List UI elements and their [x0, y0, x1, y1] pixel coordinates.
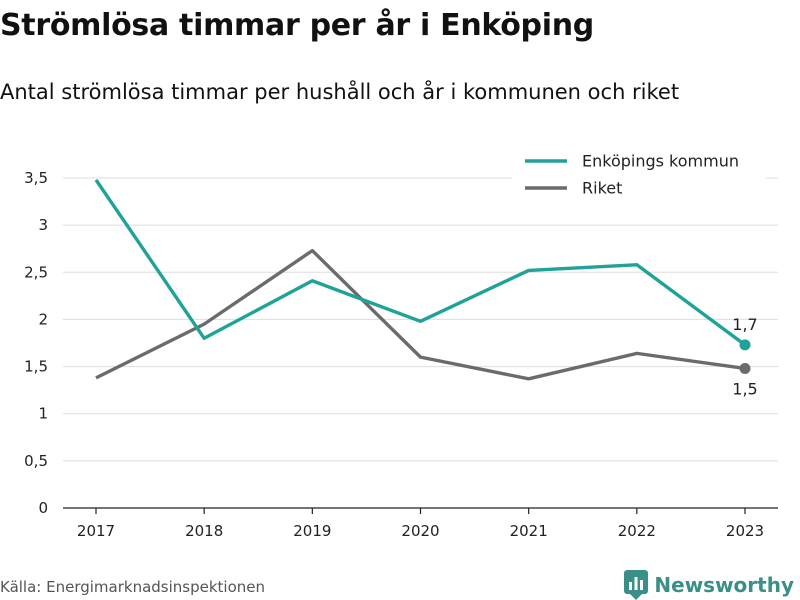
y-tick-label: 0 [38, 499, 48, 517]
y-tick-label: 3,5 [24, 169, 48, 187]
x-tick-label: 2022 [618, 522, 656, 540]
x-tick-label: 2021 [510, 522, 548, 540]
y-tick-label: 2 [38, 310, 48, 328]
end-point-enkoping [739, 339, 751, 351]
data-label-enkoping: 1,7 [732, 315, 757, 334]
y-tick-label: 1 [38, 405, 48, 423]
chart-subtitle: Antal strömlösa timmar per hushåll och å… [0, 80, 680, 104]
y-tick-label: 0,5 [24, 452, 48, 470]
x-tick-label: 2020 [401, 522, 439, 540]
y-tick-label: 3 [38, 216, 48, 234]
chart-title: Strömlösa timmar per år i Enköping [0, 8, 594, 43]
end-point-riket [739, 362, 751, 374]
y-tick-label: 1,5 [24, 358, 48, 376]
y-tick-label: 2,5 [24, 263, 48, 281]
series-line-riket [95, 248, 746, 381]
x-tick-label: 2018 [185, 522, 223, 540]
legend-label: Enköpings kommun [582, 152, 739, 171]
brand-name: Newsworthy [654, 573, 794, 597]
data-label-riket: 1,5 [732, 379, 757, 398]
newsworthy-logo-icon [624, 570, 649, 600]
newsworthy-brand: Newsworthy [624, 570, 794, 600]
x-tick-label: 2017 [77, 522, 115, 540]
x-tick-label: 2023 [726, 522, 764, 540]
source-note: Källa: Energimarknadsinspektionen [0, 578, 266, 596]
legend-label: Riket [582, 179, 622, 198]
x-tick-label: 2019 [293, 522, 331, 540]
legend-box [512, 146, 766, 206]
series-line-enkoping [94, 178, 747, 347]
